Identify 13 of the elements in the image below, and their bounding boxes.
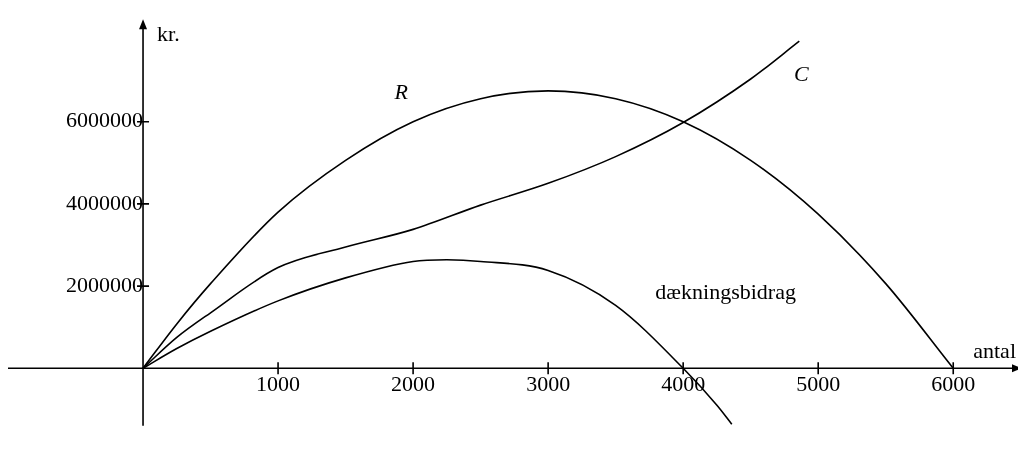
x-tick-label: 5000 bbox=[796, 371, 841, 397]
x-axis-title: antal bbox=[973, 338, 1016, 364]
x-tick-label: 2000 bbox=[391, 371, 436, 397]
y-axis-title: kr. bbox=[157, 21, 180, 47]
series-label: R bbox=[393, 79, 409, 105]
x-tick-label: 1000 bbox=[256, 371, 301, 397]
y-tick-label: 6000000 bbox=[66, 107, 144, 133]
y-tick-label: 4000000 bbox=[66, 189, 144, 215]
x-tick-label: 3000 bbox=[526, 371, 571, 397]
y-tick-label: 2000000 bbox=[66, 271, 144, 297]
series-label: C bbox=[793, 60, 809, 86]
series-label: dækningsbidrag bbox=[655, 279, 796, 305]
x-tick-label: 6000 bbox=[931, 371, 976, 397]
